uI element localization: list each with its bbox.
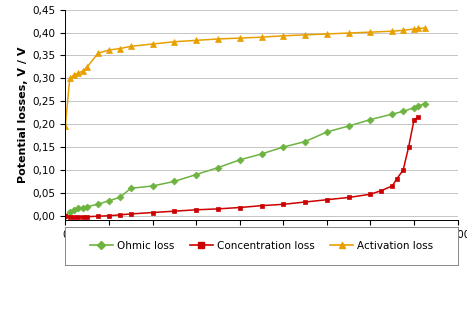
Ohmic loss (193, 172, 199, 176)
Line: Concentration loss: Concentration loss (63, 115, 421, 220)
Concentration loss (346, 195, 352, 199)
Concentration loss (85, 215, 90, 219)
Activation loss (63, 124, 68, 128)
Activation loss (324, 32, 330, 36)
Ohmic loss (389, 112, 395, 116)
Ohmic loss (117, 195, 123, 199)
Concentration loss (106, 214, 112, 218)
Activation loss (85, 65, 90, 69)
Ohmic loss (259, 152, 264, 156)
Concentration loss (259, 204, 264, 208)
Concentration loss (411, 118, 417, 121)
Ohmic loss (76, 206, 81, 210)
Activation loss (117, 47, 123, 51)
X-axis label: Current density, i / mA cm⁻²: Current density, i / mA cm⁻² (175, 244, 348, 254)
Concentration loss (237, 205, 242, 209)
Ohmic loss (416, 104, 421, 108)
Activation loss (281, 34, 286, 38)
Concentration loss (80, 215, 85, 219)
Concentration loss (394, 177, 399, 181)
Ohmic loss (71, 208, 77, 212)
Activation loss (128, 44, 134, 48)
Activation loss (259, 35, 264, 39)
Activation loss (302, 33, 308, 37)
Activation loss (411, 27, 417, 31)
Ohmic loss (95, 203, 101, 206)
Legend: Ohmic loss, Concentration loss, Activation loss: Ohmic loss, Concentration loss, Activati… (86, 238, 437, 254)
Activation loss (171, 40, 177, 44)
Activation loss (71, 73, 77, 77)
Concentration loss (128, 212, 134, 216)
Ohmic loss (422, 102, 428, 106)
Y-axis label: Potential losses, V / V: Potential losses, V / V (18, 47, 28, 183)
Concentration loss (400, 168, 406, 172)
Ohmic loss (80, 205, 85, 209)
Activation loss (80, 69, 85, 73)
Concentration loss (150, 211, 156, 214)
Ohmic loss (85, 205, 90, 209)
Line: Activation loss: Activation loss (62, 25, 428, 129)
Concentration loss (302, 200, 308, 204)
Ohmic loss (346, 124, 352, 128)
Concentration loss (76, 215, 81, 219)
Activation loss (76, 71, 81, 75)
Activation loss (106, 48, 112, 52)
Concentration loss (215, 207, 221, 211)
Activation loss (237, 36, 242, 40)
Concentration loss (117, 213, 123, 217)
Activation loss (400, 28, 406, 32)
Concentration loss (379, 189, 384, 193)
Ohmic loss (368, 118, 373, 121)
Ohmic loss (106, 199, 112, 203)
Ohmic loss (281, 145, 286, 149)
Activation loss (215, 37, 221, 41)
Ohmic loss (411, 106, 417, 109)
Ohmic loss (215, 166, 221, 170)
Concentration loss (63, 214, 68, 218)
Activation loss (389, 29, 395, 33)
Activation loss (416, 26, 421, 30)
Ohmic loss (400, 109, 406, 113)
Concentration loss (368, 192, 373, 196)
Concentration loss (281, 203, 286, 206)
Ohmic loss (63, 214, 68, 218)
Ohmic loss (324, 130, 330, 134)
Activation loss (368, 30, 373, 34)
Activation loss (150, 42, 156, 46)
Concentration loss (95, 214, 101, 218)
Ohmic loss (302, 140, 308, 143)
Activation loss (193, 38, 199, 42)
Concentration loss (171, 209, 177, 213)
Line: Ohmic loss: Ohmic loss (63, 101, 427, 218)
Activation loss (346, 31, 352, 35)
Concentration loss (389, 184, 395, 188)
Ohmic loss (67, 210, 72, 214)
Concentration loss (406, 145, 411, 149)
Concentration loss (416, 115, 421, 119)
Activation loss (422, 26, 428, 30)
Ohmic loss (150, 184, 156, 188)
Ohmic loss (171, 180, 177, 183)
Activation loss (67, 77, 72, 80)
Concentration loss (193, 208, 199, 212)
Ohmic loss (128, 186, 134, 190)
Concentration loss (71, 215, 77, 219)
Concentration loss (324, 198, 330, 202)
Ohmic loss (237, 158, 242, 162)
Concentration loss (67, 215, 72, 219)
Activation loss (95, 51, 101, 55)
